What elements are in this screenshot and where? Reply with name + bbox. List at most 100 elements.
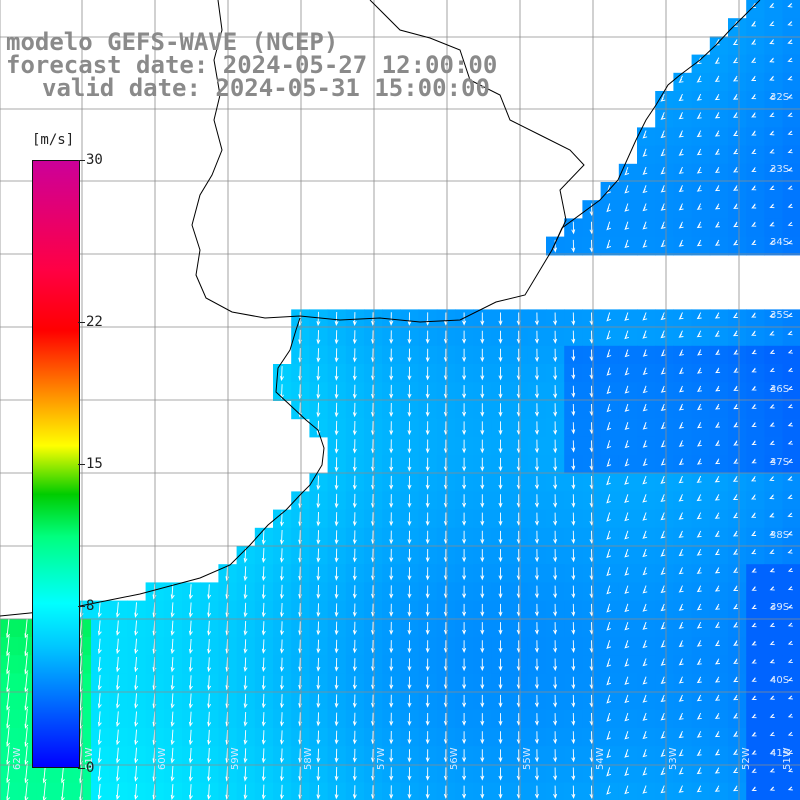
- wind-speed-cell: [782, 145, 800, 165]
- wind-arrow: [6, 727, 11, 748]
- wind-arrow: [769, 312, 775, 318]
- wind-speed-cell: [618, 746, 638, 765]
- wind-arrow: [751, 768, 757, 773]
- wind-arrow: [407, 494, 412, 508]
- wind-arrow: [571, 749, 576, 763]
- wind-arrow: [97, 783, 102, 800]
- wind-arrow: [389, 730, 394, 745]
- wind-arrow: [571, 221, 576, 235]
- wind-arrow: [316, 548, 321, 563]
- wind-arrow: [678, 749, 684, 757]
- wind-arrow: [389, 457, 394, 472]
- wind-arrow: [606, 712, 612, 722]
- wind-arrow: [732, 530, 738, 537]
- wind-speed-cell: [236, 709, 256, 729]
- wind-speed-cell: [327, 582, 347, 602]
- wind-speed-cell: [200, 746, 219, 765]
- colorbar: [32, 160, 80, 768]
- wind-speed-cell: [109, 782, 128, 800]
- wind-arrow: [316, 712, 321, 727]
- wind-speed-cell: [709, 327, 729, 347]
- wind-arrow: [787, 640, 793, 645]
- wind-arrow: [660, 166, 666, 175]
- wind-speed-cell: [764, 546, 784, 565]
- wind-arrow: [696, 75, 702, 83]
- wind-arrow: [714, 203, 720, 210]
- wind-speed-cell: [691, 637, 711, 656]
- wind-arrow: [714, 148, 720, 155]
- wind-speed-cell: [709, 764, 729, 784]
- wind-arrow: [134, 711, 139, 728]
- wind-arrow: [787, 39, 793, 44]
- wind-speed-cell: [236, 691, 256, 711]
- wind-arrow: [696, 422, 702, 429]
- wind-arrow: [751, 458, 757, 464]
- wind-arrow: [498, 676, 503, 690]
- wind-speed-cell: [182, 582, 201, 602]
- wind-arrow: [280, 748, 284, 764]
- wind-arrow: [751, 130, 757, 136]
- wind-arrow: [606, 239, 612, 249]
- wind-arrow: [389, 749, 394, 763]
- wind-arrow: [316, 493, 321, 509]
- wind-speed-cell: [345, 455, 365, 474]
- wind-arrow: [696, 494, 702, 502]
- wind-arrow: [787, 512, 793, 518]
- wind-arrow: [696, 239, 702, 247]
- wind-arrow: [207, 784, 212, 800]
- wind-arrow: [389, 676, 394, 690]
- wind-arrow: [571, 403, 576, 417]
- wind-arrow: [642, 239, 648, 248]
- wind-arrow: [6, 781, 11, 800]
- wind-arrow: [207, 711, 212, 727]
- colorbar-tick-label: 0: [86, 760, 95, 776]
- wind-arrow: [642, 166, 648, 175]
- wind-arrow: [170, 784, 175, 800]
- wind-arrow: [553, 640, 558, 653]
- wind-arrow: [678, 475, 684, 484]
- wind-arrow: [732, 785, 738, 792]
- wind-arrow: [642, 440, 648, 448]
- wind-arrow: [624, 749, 630, 758]
- wind-speed-cell: [728, 764, 747, 784]
- wind-arrow: [714, 312, 720, 319]
- wind-arrow: [751, 239, 757, 245]
- wind-arrow: [769, 713, 775, 718]
- wind-arrow: [134, 602, 139, 618]
- wind-arrow: [732, 476, 738, 482]
- wind-speed-cell: [345, 546, 365, 565]
- wind-arrow: [425, 585, 430, 599]
- wind-arrow: [696, 440, 702, 447]
- wind-speed-cell: [709, 436, 729, 456]
- wind-arrow: [352, 475, 357, 491]
- wind-arrow: [787, 659, 793, 664]
- wind-speed-cell: [254, 728, 274, 747]
- wind-arrow: [678, 330, 684, 338]
- wind-arrow: [769, 640, 775, 646]
- wind-arrow: [6, 672, 11, 693]
- wind-speed-cell: [618, 782, 638, 800]
- wind-arrow: [696, 93, 702, 101]
- wind-arrow: [732, 39, 738, 45]
- wind-arrow: [425, 494, 430, 508]
- wind-arrow: [769, 549, 775, 554]
- wind-speed-cell: [673, 182, 693, 201]
- wind-arrow: [407, 548, 412, 563]
- wind-arrow: [624, 767, 630, 777]
- wind-arrow: [733, 349, 739, 355]
- wind-arrow: [553, 330, 558, 344]
- wind-arrow: [678, 148, 684, 156]
- wind-arrow: [751, 568, 757, 573]
- wind-speed-cell: [728, 709, 747, 729]
- wind-arrow: [787, 21, 793, 26]
- wind-arrow: [352, 384, 357, 400]
- wind-arrow: [462, 640, 467, 654]
- wind-arrow: [769, 167, 775, 172]
- wind-arrow: [714, 512, 720, 519]
- wind-speed-cell: [91, 673, 110, 693]
- wind-speed-cell: [709, 91, 729, 110]
- wind-arrow: [606, 349, 612, 358]
- wind-arrow: [678, 312, 684, 320]
- wind-speed-cell: [691, 728, 711, 747]
- wind-arrow: [624, 640, 630, 649]
